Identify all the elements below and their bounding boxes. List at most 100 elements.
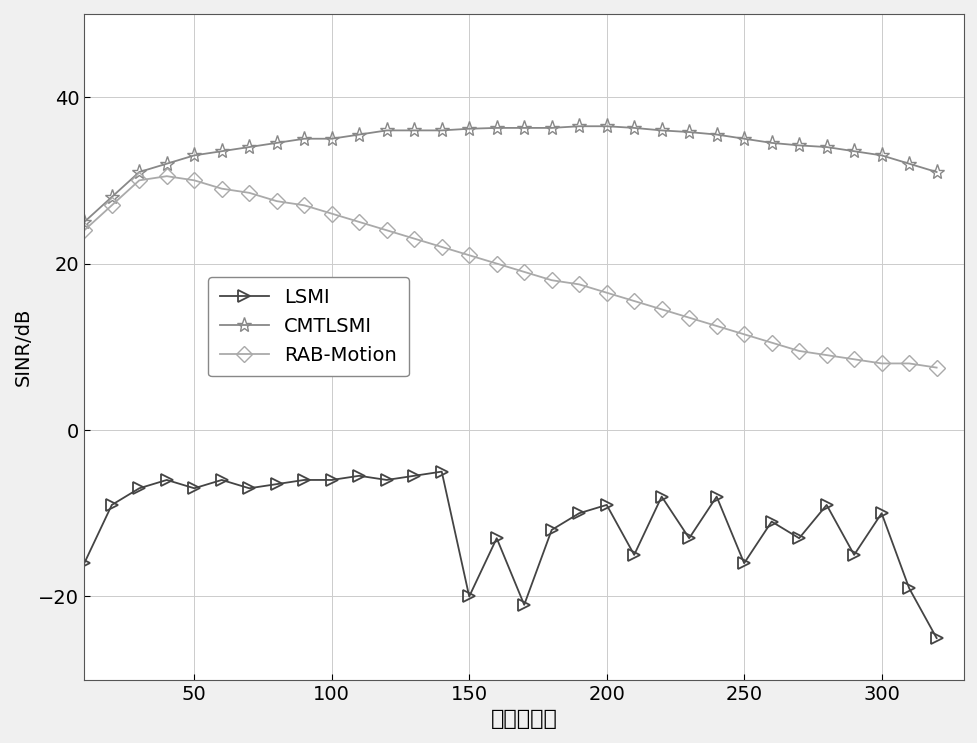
RAB-Motion (930, 363, 942, 372)
Line: LSMI: LSMI (78, 465, 942, 644)
CMTLSMI (545, 123, 557, 132)
X-axis label: 采样快拍数: 采样快拍数 (490, 709, 557, 729)
CMTLSMI (298, 134, 310, 143)
LSMI (380, 476, 392, 484)
RAB-Motion (765, 338, 777, 347)
LSMI (627, 551, 639, 559)
CMTLSMI (600, 122, 612, 131)
LSMI (408, 471, 420, 480)
RAB-Motion (656, 305, 667, 314)
CMTLSMI (271, 138, 282, 147)
LSMI (765, 517, 777, 526)
CMTLSMI (380, 126, 392, 135)
RAB-Motion (353, 218, 364, 227)
Line: RAB-Motion: RAB-Motion (79, 171, 941, 373)
RAB-Motion (820, 351, 831, 360)
CMTLSMI (161, 159, 173, 168)
LSMI (490, 533, 502, 542)
LSMI (600, 501, 612, 510)
RAB-Motion (133, 176, 145, 185)
LSMI (353, 471, 364, 480)
RAB-Motion (243, 189, 255, 198)
RAB-Motion (874, 359, 886, 368)
RAB-Motion (78, 226, 90, 235)
CMTLSMI (436, 126, 447, 135)
LSMI (738, 559, 749, 568)
RAB-Motion (710, 322, 722, 331)
RAB-Motion (545, 276, 557, 285)
CMTLSMI (573, 122, 584, 131)
LSMI (710, 492, 722, 501)
LSMI (573, 509, 584, 518)
RAB-Motion (683, 314, 695, 322)
CMTLSMI (518, 123, 530, 132)
RAB-Motion (408, 234, 420, 243)
LSMI (161, 476, 173, 484)
CMTLSMI (656, 126, 667, 135)
CMTLSMI (683, 128, 695, 137)
RAB-Motion (298, 201, 310, 210)
RAB-Motion (738, 330, 749, 339)
Legend: LSMI, CMTLSMI, RAB-Motion: LSMI, CMTLSMI, RAB-Motion (208, 276, 408, 377)
LSMI (820, 501, 831, 510)
LSMI (106, 501, 117, 510)
CMTLSMI (930, 168, 942, 177)
CMTLSMI (847, 147, 859, 156)
RAB-Motion (325, 210, 337, 218)
CMTLSMI (133, 168, 145, 177)
Y-axis label: SINR/dB: SINR/dB (14, 308, 33, 386)
LSMI (463, 592, 475, 601)
CMTLSMI (490, 123, 502, 132)
RAB-Motion (436, 242, 447, 251)
LSMI (133, 484, 145, 493)
RAB-Motion (106, 201, 117, 210)
RAB-Motion (380, 226, 392, 235)
LSMI (930, 634, 942, 643)
CMTLSMI (903, 159, 914, 168)
LSMI (847, 551, 859, 559)
CMTLSMI (325, 134, 337, 143)
RAB-Motion (847, 355, 859, 364)
LSMI (325, 476, 337, 484)
CMTLSMI (820, 143, 831, 152)
LSMI (189, 484, 200, 493)
LSMI (545, 525, 557, 534)
LSMI (271, 480, 282, 489)
RAB-Motion (216, 184, 228, 193)
CMTLSMI (627, 123, 639, 132)
RAB-Motion (161, 172, 173, 181)
LSMI (243, 484, 255, 493)
RAB-Motion (573, 280, 584, 289)
LSMI (792, 533, 804, 542)
CMTLSMI (463, 124, 475, 133)
LSMI (518, 600, 530, 609)
RAB-Motion (518, 267, 530, 276)
RAB-Motion (627, 296, 639, 305)
LSMI (216, 476, 228, 484)
LSMI (903, 584, 914, 593)
CMTLSMI (738, 134, 749, 143)
LSMI (656, 492, 667, 501)
RAB-Motion (600, 288, 612, 297)
CMTLSMI (243, 143, 255, 152)
LSMI (78, 559, 90, 568)
Line: CMTLSMI: CMTLSMI (76, 119, 943, 230)
CMTLSMI (765, 138, 777, 147)
RAB-Motion (189, 176, 200, 185)
CMTLSMI (78, 218, 90, 227)
CMTLSMI (874, 151, 886, 160)
RAB-Motion (490, 259, 502, 268)
CMTLSMI (106, 192, 117, 201)
CMTLSMI (710, 130, 722, 139)
RAB-Motion (271, 197, 282, 206)
LSMI (874, 509, 886, 518)
CMTLSMI (353, 130, 364, 139)
LSMI (683, 533, 695, 542)
CMTLSMI (792, 141, 804, 150)
CMTLSMI (189, 151, 200, 160)
LSMI (298, 476, 310, 484)
RAB-Motion (903, 359, 914, 368)
RAB-Motion (463, 251, 475, 260)
CMTLSMI (408, 126, 420, 135)
CMTLSMI (216, 147, 228, 156)
